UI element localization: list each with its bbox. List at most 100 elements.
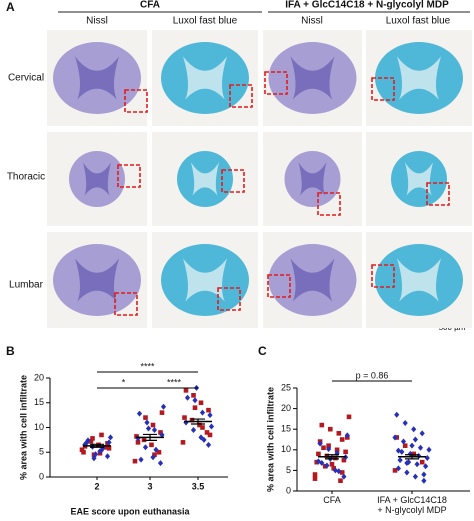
data-point [201, 436, 207, 443]
data-point [402, 420, 408, 427]
data-point [208, 423, 215, 430]
data-point [81, 449, 86, 455]
gray-matter [405, 162, 433, 196]
data-point [332, 467, 338, 474]
data-point [183, 388, 189, 393]
data-point [392, 468, 398, 473]
data-point [138, 456, 144, 463]
highlight-box [114, 292, 138, 316]
data-point [312, 476, 318, 481]
y-tick-label: 0 [39, 471, 44, 481]
data-point [157, 460, 164, 467]
data-point [424, 455, 430, 462]
gray-matter [83, 162, 111, 196]
highlight-box [221, 169, 245, 193]
gray-matter [298, 162, 327, 196]
data-point [343, 449, 348, 455]
stain-header: Nissl [301, 16, 323, 27]
data-point [79, 447, 85, 453]
data-point [136, 410, 143, 417]
data-point [316, 451, 321, 457]
data-point [158, 430, 163, 435]
highlight-box [317, 192, 341, 216]
highlight-box [117, 164, 141, 188]
data-point [409, 442, 415, 449]
histology-image [47, 232, 147, 328]
highlight-box [371, 77, 395, 101]
data-point [338, 478, 343, 483]
data-point [134, 434, 139, 439]
data-point [99, 432, 104, 438]
data-point [341, 473, 347, 480]
data-point [319, 422, 325, 428]
error-bar [143, 433, 157, 441]
data-point [419, 459, 425, 465]
data-point [104, 453, 111, 460]
significance-label: **** [167, 377, 182, 387]
data-point [344, 432, 350, 439]
y-tick-label: 15 [281, 424, 291, 434]
histology-image [152, 232, 258, 328]
y-tick-label: 0 [286, 485, 291, 495]
data-point [411, 451, 416, 457]
error-bar [191, 418, 205, 425]
y-tick-label: 20 [281, 403, 291, 413]
y-tick-label: 25 [281, 382, 291, 392]
data-point [400, 438, 407, 445]
data-point [182, 415, 187, 420]
histology-image [366, 132, 472, 226]
stain-header: Luxol fast blue [173, 16, 238, 27]
data-point [404, 459, 410, 466]
data-point [407, 450, 413, 457]
data-point [132, 458, 138, 464]
data-point [183, 419, 189, 426]
x-axis-label: EAE score upon euthanasia [70, 506, 190, 516]
data-point [88, 439, 94, 444]
data-point [197, 422, 202, 428]
data-point [152, 452, 157, 458]
data-point [312, 472, 318, 477]
histology-image [152, 132, 258, 226]
data-point [107, 434, 114, 441]
highlight-box [217, 287, 241, 311]
highlight-box [426, 182, 450, 206]
data-point [328, 426, 333, 432]
data-point [150, 454, 156, 461]
data-point [189, 417, 195, 423]
data-point [198, 400, 204, 406]
data-point [331, 466, 336, 471]
data-point [317, 440, 323, 447]
data-point [334, 447, 340, 453]
data-point [83, 439, 90, 446]
x-tick-label: CFA [323, 495, 341, 505]
data-point [417, 444, 424, 451]
data-point [206, 407, 211, 413]
data-point [106, 445, 112, 451]
histology-image [47, 30, 148, 126]
histology-image [263, 132, 362, 226]
gray-matter [397, 258, 441, 302]
significance-label: * [122, 377, 126, 387]
y-tick-label: 10 [281, 444, 291, 454]
data-point [143, 415, 148, 420]
data-point [159, 410, 165, 415]
data-point [414, 461, 420, 468]
data-point [394, 411, 400, 418]
row-label: Lumbar [9, 280, 44, 291]
panel-letter: A [6, 0, 15, 14]
data-point [421, 477, 427, 484]
data-point [404, 469, 410, 476]
data-point [392, 434, 398, 441]
data-point [339, 470, 345, 475]
data-point [207, 412, 213, 419]
data-point [192, 397, 198, 404]
significance-label: p = 0.86 [356, 370, 389, 380]
data-point [199, 409, 206, 416]
histology-image [366, 232, 472, 328]
data-point [426, 446, 432, 453]
gray-matter [397, 56, 441, 100]
error-bar [405, 454, 419, 460]
data-point [160, 403, 167, 410]
